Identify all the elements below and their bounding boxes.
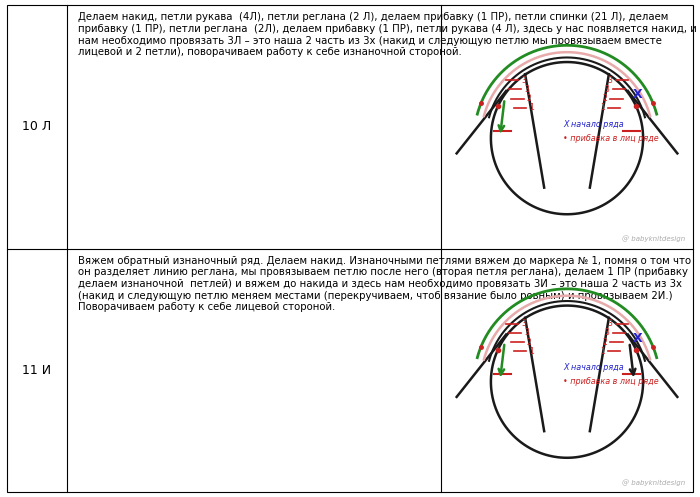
Text: X: X: [634, 88, 643, 101]
Text: 1: 1: [529, 347, 533, 356]
Text: 3: 3: [605, 329, 610, 337]
Text: X: X: [634, 332, 643, 345]
Text: • прибавка в лиц ряде: • прибавка в лиц ряде: [564, 134, 659, 143]
Text: 3: 3: [522, 76, 526, 85]
Text: • прибавка в лиц ряде: • прибавка в лиц ряде: [564, 377, 659, 386]
Text: 3: 3: [524, 329, 529, 337]
Text: 1: 1: [601, 103, 605, 112]
Text: Вяжем обратный изнаночный ряд. Делаем накид. Изнаночными петлями вяжем до маркер: Вяжем обратный изнаночный ряд. Делаем на…: [78, 256, 691, 312]
Text: @ babyknitdesign: @ babyknitdesign: [622, 479, 685, 486]
Text: 3: 3: [524, 85, 529, 94]
Text: @ babyknitdesign: @ babyknitdesign: [622, 236, 685, 243]
Text: 3: 3: [605, 85, 610, 94]
Text: X начало ряда: X начало ряда: [564, 120, 624, 129]
Text: 1: 1: [601, 347, 605, 356]
Text: 10 Л: 10 Л: [22, 120, 51, 133]
Text: 2: 2: [603, 337, 608, 346]
Text: 3: 3: [522, 320, 526, 329]
Text: X начало ряда: X начало ряда: [564, 363, 624, 372]
Text: Делаем накид, петли рукава  (4Л), петли реглана (2 Л), делаем прибавку (1 ПР), п: Делаем накид, петли рукава (4Л), петли р…: [78, 12, 696, 57]
Text: 3: 3: [608, 76, 612, 85]
Text: 11 И: 11 И: [22, 364, 51, 377]
Text: 3: 3: [608, 320, 612, 329]
Text: 2: 2: [603, 94, 608, 103]
Text: 1: 1: [529, 103, 533, 112]
Text: 2: 2: [526, 94, 531, 103]
Text: 2: 2: [526, 337, 531, 346]
